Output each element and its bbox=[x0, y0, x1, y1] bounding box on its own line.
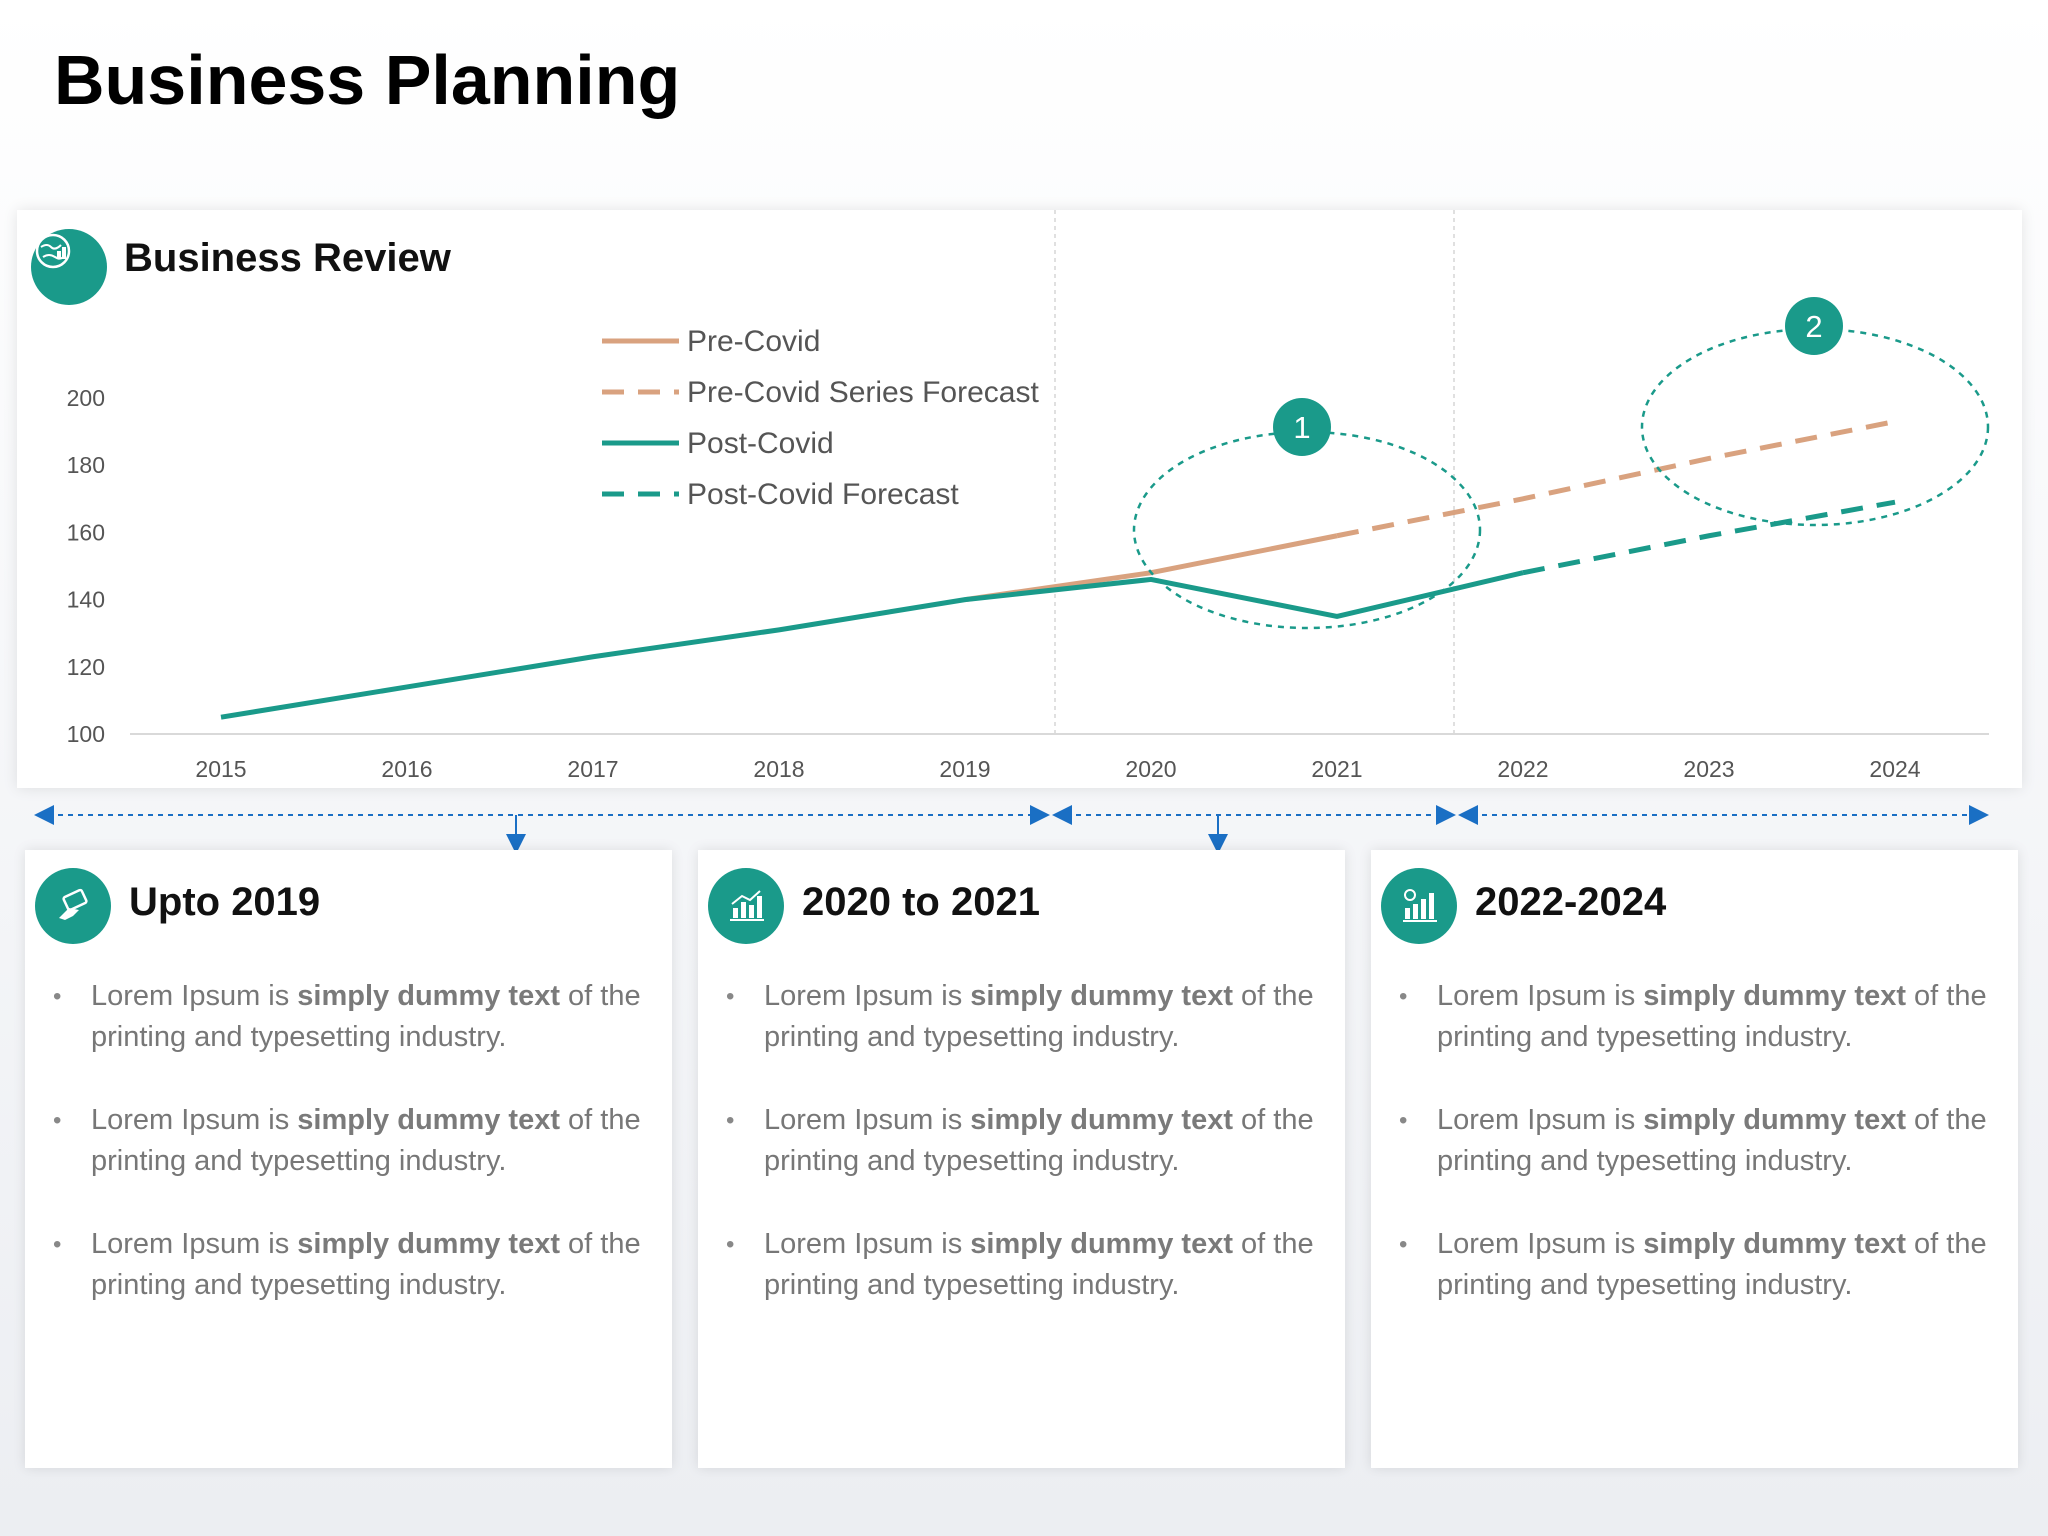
series-line-post-covid-forecast bbox=[1522, 499, 1896, 576]
x-tick-label: 2020 bbox=[1125, 756, 1176, 782]
legend-label: Post-Covid bbox=[687, 427, 834, 460]
bullet-item: • Lorem Ipsum is simply dummy text of the… bbox=[724, 1224, 1314, 1306]
timeline-segment-2020-2021 bbox=[1052, 805, 1456, 854]
bullet-item: • Lorem Ipsum is simply dummy text of the… bbox=[724, 976, 1314, 1058]
x-tick-label: 2017 bbox=[567, 756, 618, 782]
bullet-item: • Lorem Ipsum is simply dummy text of the… bbox=[51, 976, 641, 1058]
chart-title: Business Review bbox=[124, 236, 451, 280]
x-tick-label: 2023 bbox=[1683, 756, 1734, 782]
bullet-icon: • bbox=[726, 983, 735, 1010]
bullet-list: • Lorem Ipsum is simply dummy text of the… bbox=[724, 976, 1314, 1348]
callout-ellipse bbox=[1640, 327, 1990, 527]
series-line-pre-covid-series-forecast bbox=[1336, 419, 1896, 539]
period-card-2022-2024: 2022-2024 • Lorem Ipsum is simply dummy t… bbox=[1371, 850, 2018, 1468]
bar-chart-icon bbox=[708, 868, 784, 944]
callout-badge bbox=[1785, 297, 1843, 355]
y-tick-label: 180 bbox=[67, 452, 105, 478]
chart-card: 100 120 140 160 180 200 2015 2016 2017 2018 2019 20… bbox=[17, 210, 2022, 788]
x-tick-label: 2021 bbox=[1311, 756, 1362, 782]
y-tick-label: 100 bbox=[67, 721, 105, 747]
bullet-icon: • bbox=[726, 1231, 735, 1258]
legend-label: Pre-Covid Series Forecast bbox=[687, 376, 1039, 409]
timeline-segment-upto-2019 bbox=[34, 805, 1050, 854]
bullet-icon: • bbox=[726, 1107, 735, 1134]
legend-label: Post-Covid Forecast bbox=[687, 478, 959, 511]
bullet-icon: • bbox=[53, 1107, 62, 1134]
money-growth-icon bbox=[1381, 868, 1457, 944]
bullet-item: • Lorem Ipsum is simply dummy text of the… bbox=[724, 1100, 1314, 1182]
legend-label: Pre-Covid bbox=[687, 325, 820, 358]
bullet-item: • Lorem Ipsum is simply dummy text of the… bbox=[1397, 976, 1987, 1058]
period-title: 2020 to 2021 bbox=[802, 880, 1040, 924]
y-tick-label: 160 bbox=[67, 519, 105, 545]
bullet-icon: • bbox=[53, 983, 62, 1010]
callout-number: 1 bbox=[1293, 410, 1310, 445]
bullet-item: • Lorem Ipsum is simply dummy text of the… bbox=[1397, 1224, 1987, 1306]
x-tick-label: 2022 bbox=[1497, 756, 1548, 782]
x-tick-label: 2018 bbox=[753, 756, 804, 782]
x-tick-label: 2019 bbox=[939, 756, 990, 782]
hand-card-icon bbox=[35, 868, 111, 944]
series-line-pre-covid bbox=[964, 533, 1338, 603]
y-tick-label: 200 bbox=[67, 385, 105, 411]
y-tick-label: 140 bbox=[67, 587, 105, 613]
bullet-icon: • bbox=[1399, 1107, 1408, 1134]
bullet-list: • Lorem Ipsum is simply dummy text of the… bbox=[1397, 976, 1987, 1348]
bullet-item: • Lorem Ipsum is simply dummy text of the… bbox=[51, 1224, 641, 1306]
bullet-icon: • bbox=[1399, 983, 1408, 1010]
period-title: Upto 2019 bbox=[129, 880, 321, 924]
bullet-list: • Lorem Ipsum is simply dummy text of the… bbox=[51, 976, 641, 1348]
bullet-item: • Lorem Ipsum is simply dummy text of the… bbox=[51, 1100, 641, 1182]
x-tick-label: 2016 bbox=[381, 756, 432, 782]
period-title: 2022-2024 bbox=[1475, 880, 1667, 924]
bullet-icon: • bbox=[53, 1231, 62, 1258]
callout-ellipse bbox=[1132, 430, 1482, 630]
page-title: Business Planning bbox=[54, 41, 681, 119]
x-tick-label: 2024 bbox=[1869, 756, 1920, 782]
callout-number: 2 bbox=[1805, 309, 1822, 344]
callout-badge bbox=[1273, 398, 1331, 456]
x-tick-label: 2015 bbox=[195, 756, 246, 782]
y-tick-label: 120 bbox=[67, 654, 105, 680]
series-line-post-covid bbox=[220, 570, 1524, 720]
period-card-upto-2019: Upto 2019 • Lorem Ipsum is simply dummy t… bbox=[25, 850, 672, 1468]
period-card-2020-2021: 2020 to 2021 • Lorem Ipsum is simply dumm… bbox=[698, 850, 1345, 1468]
bullet-item: • Lorem Ipsum is simply dummy text of the… bbox=[1397, 1100, 1987, 1182]
bullet-icon: • bbox=[1399, 1231, 1408, 1258]
line-chart: 100 120 140 160 180 200 2015 2016 2017 2018 2019 20… bbox=[67, 210, 1990, 782]
globe-chart-icon bbox=[31, 229, 107, 305]
